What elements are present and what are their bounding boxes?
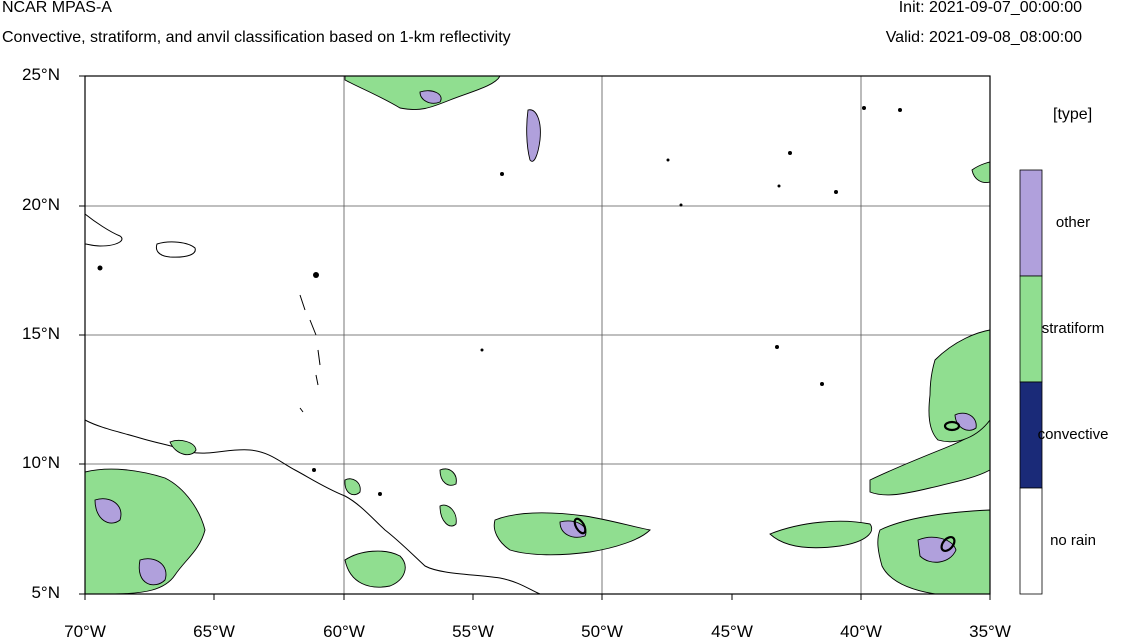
lon-label-70w: 70°W xyxy=(64,622,106,641)
stratiform-region xyxy=(344,550,406,588)
legend-title: [type] xyxy=(1053,106,1093,123)
stratiform-region xyxy=(439,504,457,527)
map-title: NCAR MPAS-A xyxy=(2,0,112,16)
ellipse-marks xyxy=(573,420,961,553)
other-region xyxy=(94,498,122,524)
stratiform-region xyxy=(439,468,457,486)
legend-colorbar xyxy=(1019,169,1043,595)
legend-swatch-no-rain xyxy=(1019,487,1043,595)
other-region xyxy=(559,520,587,538)
lon-label-65w: 65°W xyxy=(193,622,235,641)
lon-label-45w: 45°W xyxy=(711,622,753,641)
map-grid xyxy=(85,76,990,594)
stratiform-region xyxy=(85,468,206,594)
valid-time: Valid: 2021-09-08_08:00:00 xyxy=(885,29,1082,46)
coast-south-america xyxy=(85,419,541,594)
coast-antilles xyxy=(299,294,321,413)
lat-label-10n: 10°N xyxy=(22,453,60,472)
lat-label-5n: 5°N xyxy=(31,583,60,602)
legend-label-other: other xyxy=(1055,214,1091,231)
stratiform-region xyxy=(344,478,361,496)
coastlines xyxy=(85,213,541,594)
other-region xyxy=(419,90,442,104)
lon-label-35w: 35°W xyxy=(969,622,1011,641)
axis-ticks xyxy=(79,75,991,600)
stratiform-region xyxy=(869,419,990,496)
lon-label-55w: 55°W xyxy=(452,622,494,641)
init-time: Init: 2021-09-07_00:00:00 xyxy=(898,0,1082,16)
precipitation-field xyxy=(85,76,990,594)
lat-label-20n: 20°N xyxy=(22,195,60,214)
legend-label-stratiform: stratiform xyxy=(1041,320,1105,337)
other-region xyxy=(526,109,541,162)
coast-puerto-rico xyxy=(155,241,196,258)
lon-label-40w: 40°W xyxy=(840,622,882,641)
lat-label-15n: 15°N xyxy=(22,324,60,343)
legend-label-convective: convective xyxy=(1037,426,1109,443)
stratiform-region xyxy=(971,161,990,183)
lon-label-60w: 60°W xyxy=(323,622,365,641)
legend-label-no-rain: no rain xyxy=(1050,532,1096,549)
stratiform-region xyxy=(169,439,197,456)
other-region xyxy=(917,536,957,563)
coast-hispaniola xyxy=(85,213,123,247)
lat-label-25n: 25°N xyxy=(22,65,60,84)
stratiform-region xyxy=(769,520,872,549)
lon-label-50w: 50°W xyxy=(581,622,623,641)
other-region xyxy=(138,558,167,586)
map-subtitle: Convective, stratiform, and anvil classi… xyxy=(2,29,511,46)
stratiform-region xyxy=(928,329,990,443)
scattered-cells xyxy=(97,106,902,496)
